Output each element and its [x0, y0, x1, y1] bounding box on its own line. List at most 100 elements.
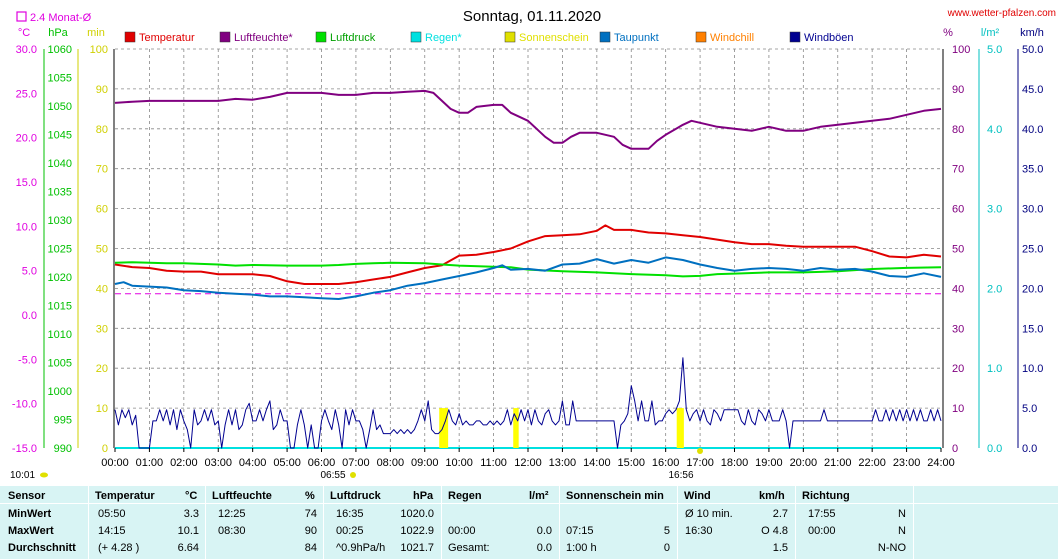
- sunshine-bar: [444, 408, 447, 448]
- pct-tick-label: 60: [952, 204, 964, 216]
- legend-label-6: Windchill: [710, 32, 754, 44]
- time-tick-label: 09:00: [411, 457, 439, 469]
- legend-swatch-5: [599, 31, 611, 43]
- time-tick-label: 08:00: [377, 457, 405, 469]
- stats-cell-sun-time: 07:15: [566, 525, 594, 537]
- min-tick-label: 80: [96, 124, 108, 136]
- stats-table: Sensor Temperatur °C Luftfeuchte % Luftd…: [0, 486, 1058, 559]
- temp-tick-label: 20.0: [16, 133, 37, 145]
- stats-cell-wind-time: 16:30: [685, 525, 713, 537]
- stats-cell-dir: N: [898, 525, 906, 537]
- sunshine-bar: [514, 408, 517, 448]
- temp-tick-label: 0.0: [22, 310, 37, 322]
- sunrise-sun-icon: [350, 472, 356, 478]
- hpa-tick-label: 1050: [48, 101, 72, 113]
- min-tick-label: 70: [96, 164, 108, 176]
- wind-tick-label: 20.0: [1022, 283, 1043, 295]
- stats-cell-press: 1022.9: [400, 525, 434, 537]
- stats-cell-temp: 3.3: [183, 508, 199, 520]
- sunshine-bar: [513, 408, 516, 448]
- rain-tick-label: 0.0: [987, 443, 1002, 455]
- sunshine-bar: [439, 408, 442, 448]
- wind-tick-label: 10.0: [1022, 363, 1043, 375]
- temp-unit: °C: [18, 27, 30, 39]
- time-tick-label: 11:00: [480, 457, 507, 469]
- legend-label-0: Temperatur: [139, 32, 195, 44]
- sunshine-bar: [446, 408, 449, 448]
- monthly-avg-label: 2.4 Monat-Ø: [30, 12, 92, 24]
- stats-cell-press-time: 00:25: [336, 525, 364, 537]
- legend-label-5: Taupunkt: [614, 32, 659, 44]
- rain-tick-label: 4.0: [987, 124, 1002, 136]
- stats-cell-hum: 84: [304, 542, 317, 554]
- wind-tick-label: 0.0: [1022, 443, 1037, 455]
- legend-swatch-7: [789, 31, 801, 43]
- plot-area: [114, 89, 942, 449]
- sunset-sun-icon: [697, 448, 703, 454]
- rain-tick-label: 5.0: [987, 44, 1002, 56]
- time-tick-label: 20:00: [790, 457, 818, 469]
- stats-cell-press: 1020.0: [400, 508, 434, 520]
- legend-swatch-3: [410, 31, 422, 43]
- stats-cell-sun: 0: [663, 542, 670, 554]
- time-tick-label: 02:00: [170, 457, 198, 469]
- stats-cell-rain: 0.0: [536, 525, 552, 537]
- sunshine-bar: [681, 408, 684, 448]
- series-line-luftfeuchte: [114, 89, 942, 150]
- hpa-tick-label: 1030: [48, 215, 72, 227]
- site-link[interactable]: www.wetter-pfalzen.com: [947, 8, 1056, 19]
- pct-tick-label: 50: [952, 244, 964, 256]
- time-axis: 00:00 01:00 02:00 03:00 04:00 05:00 06:00 07:00…: [101, 448, 955, 469]
- time-tick-label: 18:00: [721, 457, 749, 469]
- min-tick-label: 40: [96, 283, 108, 295]
- right-axes: 10090807060504030201005.04.03.02.01.00.0…: [942, 44, 1043, 455]
- stats-cell-wind-time: Ø 10 min.: [685, 508, 733, 520]
- stats-cell-dir-time: 00:00: [808, 525, 836, 537]
- legend-swatch-2: [315, 31, 327, 43]
- stats-cell-wind: O 4.8: [761, 525, 788, 537]
- temp-tick-label: -10.0: [12, 399, 37, 411]
- stats-cell-temp-time: 14:15: [98, 525, 126, 537]
- time-tick-label: 03:00: [204, 457, 232, 469]
- time-tick-label: 10:00: [445, 457, 473, 469]
- wind-tick-label: 30.0: [1022, 204, 1043, 216]
- pct-tick-label: 70: [952, 164, 964, 176]
- hpa-tick-label: 1015: [48, 301, 72, 313]
- min-unit: min: [87, 27, 105, 39]
- stats-header-dir: Richtung: [802, 490, 850, 502]
- hpa-tick-label: 1045: [48, 130, 72, 142]
- pct-tick-label: 30: [952, 323, 964, 335]
- legend-swatch-0: [124, 31, 136, 43]
- min-tick-label: 100: [90, 44, 108, 56]
- sunshine-bar: [442, 408, 445, 448]
- time-tick-label: 14:00: [583, 457, 611, 469]
- legend-label-2: Luftdruck: [330, 32, 376, 44]
- temp-tick-label: 10.0: [16, 221, 37, 233]
- stats-cell-wind: 1.5: [772, 542, 788, 554]
- hpa-tick-label: 990: [54, 443, 72, 455]
- hpa-unit: hPa: [48, 27, 68, 39]
- chart-title: Sonntag, 01.11.2020: [463, 8, 601, 25]
- hpa-tick-label: 1040: [48, 158, 72, 170]
- time-tick-label: 12:00: [514, 457, 542, 469]
- stats-header-press: Luftdruck: [330, 490, 381, 502]
- stats-cell-temp-time: (+ 4.28 ): [98, 542, 140, 554]
- pct-tick-label: 10: [952, 403, 964, 415]
- time-tick-label: 17:00: [686, 457, 714, 469]
- legend-label-4: Sonnenschein: [519, 32, 589, 44]
- min-tick-label: 60: [96, 204, 108, 216]
- min-tick-label: 30: [96, 323, 108, 335]
- stats-cell-rain-time: 00:00: [448, 525, 476, 537]
- hpa-tick-label: 1000: [48, 386, 72, 398]
- wind-tick-label: 50.0: [1022, 44, 1043, 56]
- hpa-tick-label: 1005: [48, 358, 72, 370]
- weather-chart: Sonntag, 01.11.2020 www.wetter-pfalzen.c…: [10, 8, 1056, 481]
- stats-cell-label: MinWert: [8, 508, 52, 520]
- stats-cell-label: Durchschnitt: [8, 542, 76, 554]
- hpa-tick-label: 1025: [48, 244, 72, 256]
- time-tick-label: 04:00: [239, 457, 267, 469]
- wind-tick-label: 45.0: [1022, 84, 1043, 96]
- rain-unit: l/m²: [981, 27, 1000, 39]
- legend-label-3: Regen*: [425, 32, 462, 44]
- pct-tick-label: 0: [952, 443, 958, 455]
